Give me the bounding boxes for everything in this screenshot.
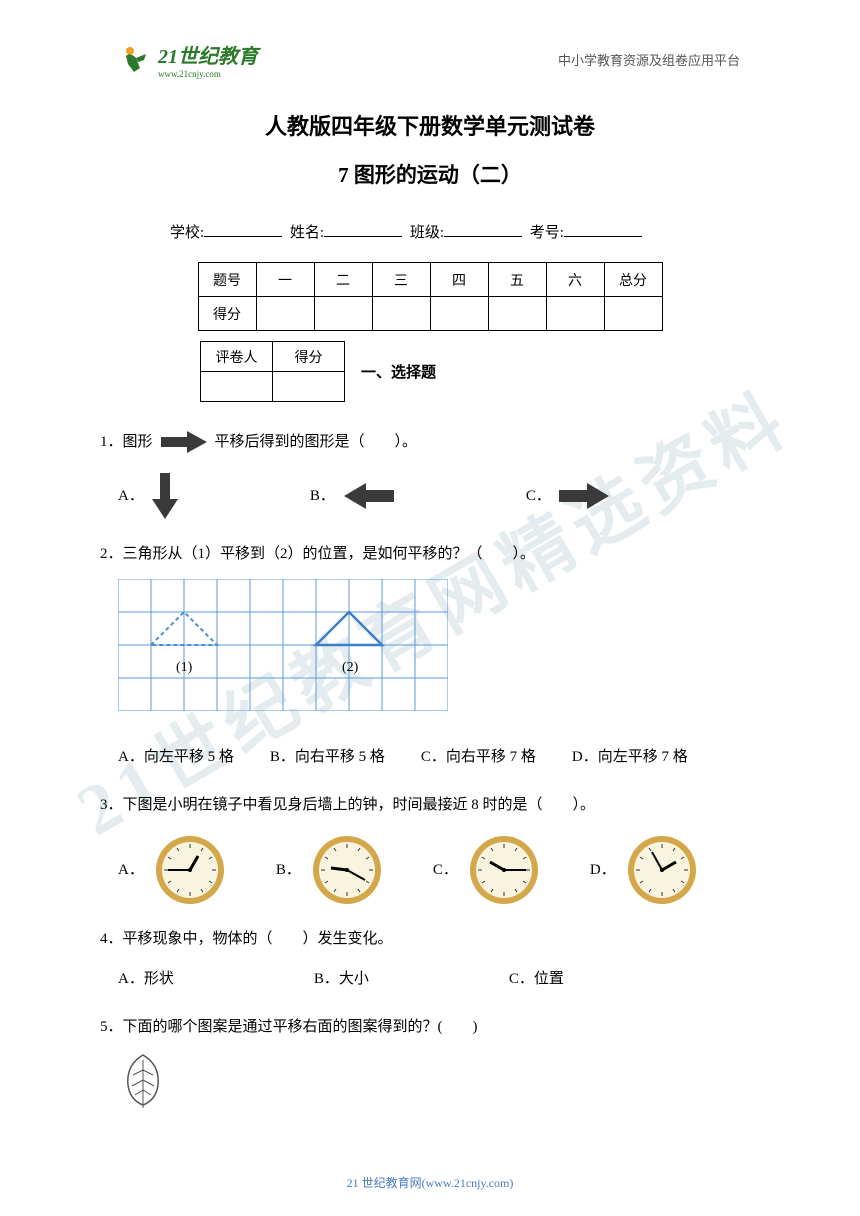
header: 21世纪教育 www.21cnjy.com 中小学教育资源及组卷应用平台 [100, 40, 760, 79]
q2-grid: (1) (2) [118, 579, 448, 711]
title-main: 人教版四年级下册数学单元测试卷 [100, 109, 760, 141]
grid-label-2: (2) [342, 660, 359, 675]
arrow-left-icon [341, 481, 396, 511]
opt-label: A． [118, 481, 144, 511]
opt: A．向左平移 5 格 [118, 742, 234, 772]
q1-opt-b: B． [310, 481, 396, 511]
q3-opt-b: B． [276, 834, 383, 906]
title-sub: 7 图形的运动（二） [100, 159, 760, 189]
q1-before: 1．图形 [100, 427, 153, 457]
q3-text: 3．下图是小明在镜子中看见身后墙上的钟，时间最接近 8 时的是（ ）。 [100, 790, 760, 820]
q3-opt-a: A． [118, 834, 226, 906]
grade-row: 评卷人 得分 一、选择题 [200, 341, 760, 402]
logo-text: 21世纪教育 [158, 40, 258, 69]
th: 四 [430, 263, 488, 297]
th: 二 [314, 263, 372, 297]
th: 六 [546, 263, 604, 297]
q1-text: 1．图形 平移后得到的图形是（ ）。 [100, 427, 760, 457]
leaf-icon [118, 1050, 168, 1110]
th: 一 [256, 263, 314, 297]
logo-icon [120, 44, 152, 76]
opt: D．向左平移 7 格 [572, 742, 688, 772]
grade-table: 评卷人 得分 [200, 341, 345, 402]
arrow-down-icon [150, 471, 180, 521]
arrow-right-icon [159, 429, 209, 455]
question-2: 2．三角形从（1）平移到（2）的位置，是如何平移的？（ ）。 (1) (2) A… [100, 539, 760, 772]
opt: C．位置 [509, 964, 564, 994]
q3-opt-c: C． [433, 834, 540, 906]
opt: B．大小 [314, 964, 369, 994]
clock-icon [626, 834, 698, 906]
opt-label: B． [276, 855, 301, 885]
opt: A．形状 [118, 964, 174, 994]
q3-opt-d: D． [590, 834, 698, 906]
q5-text: 5．下面的哪个图案是通过平移右面的图案得到的？( ) [100, 1012, 760, 1042]
arrow-right-icon [557, 481, 612, 511]
td: 得分 [273, 342, 345, 372]
th: 总分 [604, 263, 662, 297]
label-id: 考号: [530, 225, 564, 241]
th: 三 [372, 263, 430, 297]
q4-text: 4．平移现象中，物体的（ ）发生变化。 [100, 924, 760, 954]
opt: C．向右平移 7 格 [421, 742, 536, 772]
q2-text: 2．三角形从（1）平移到（2）的位置，是如何平移的？（ ）。 [100, 539, 760, 569]
question-1: 1．图形 平移后得到的图形是（ ）。 A． B． C． [100, 427, 760, 521]
td: 得分 [198, 297, 256, 331]
label-school: 学校: [170, 225, 204, 241]
clock-icon [468, 834, 540, 906]
clock-icon [154, 834, 226, 906]
q3-clocks: A． B． C． [118, 834, 760, 906]
section-label: 一、选择题 [361, 361, 436, 382]
q1-opt-c: C． [526, 481, 612, 511]
q1-after: 平移后得到的图形是（ ）。 [215, 427, 418, 457]
q2-options: A．向左平移 5 格 B．向右平移 5 格 C．向右平移 7 格 D．向左平移 … [118, 742, 760, 772]
td: 评卷人 [201, 342, 273, 372]
grid-label-1: (1) [176, 660, 193, 675]
score-table: 题号 一 二 三 四 五 六 总分 得分 [198, 262, 663, 331]
q1-opt-a: A． [118, 471, 180, 521]
opt-label: C． [526, 481, 551, 511]
page-content: 21世纪教育 www.21cnjy.com 中小学教育资源及组卷应用平台 人教版… [0, 0, 860, 1179]
opt-label: A． [118, 855, 144, 885]
logo-url: www.21cnjy.com [158, 69, 258, 79]
opt-label: D． [590, 855, 616, 885]
opt-label: B． [310, 481, 335, 511]
opt-label: C． [433, 855, 458, 885]
label-class: 班级: [410, 225, 444, 241]
th: 题号 [198, 263, 256, 297]
opt: B．向右平移 5 格 [270, 742, 385, 772]
logo: 21世纪教育 www.21cnjy.com [120, 40, 258, 79]
header-right-text: 中小学教育资源及组卷应用平台 [558, 50, 740, 69]
q4-options: A．形状 B．大小 C．位置 [118, 964, 760, 994]
question-5: 5．下面的哪个图案是通过平移右面的图案得到的？( ) [100, 1012, 760, 1121]
question-3: 3．下图是小明在镜子中看见身后墙上的钟，时间最接近 8 时的是（ ）。 A． B… [100, 790, 760, 906]
q1-options: A． B． C． [118, 471, 760, 521]
question-4: 4．平移现象中，物体的（ ）发生变化。 A．形状 B．大小 C．位置 [100, 924, 760, 994]
label-name: 姓名: [290, 225, 324, 241]
clock-icon [311, 834, 383, 906]
th: 五 [488, 263, 546, 297]
info-line: 学校: 姓名: 班级: 考号: [170, 219, 690, 242]
